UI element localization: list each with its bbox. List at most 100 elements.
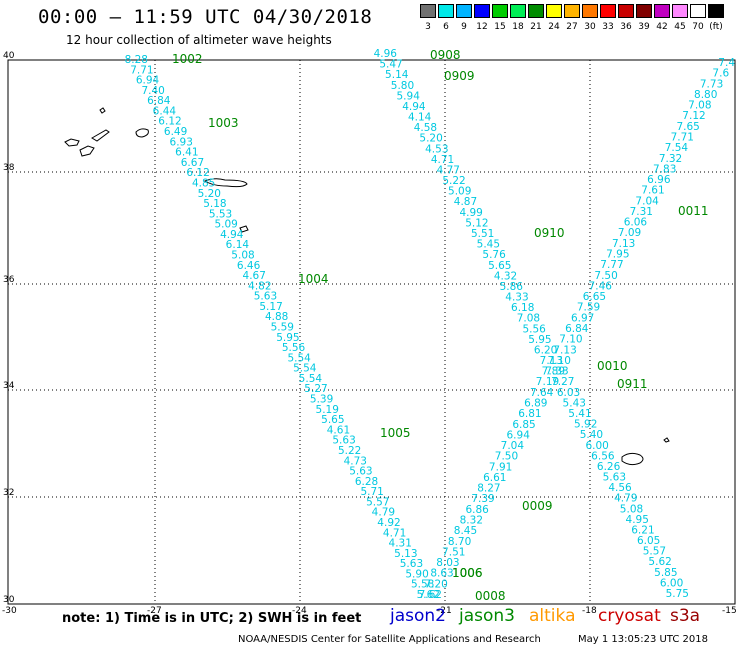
wave-height-value: 5.17 <box>259 301 282 313</box>
wave-height-value: 5.85 <box>654 567 677 579</box>
wave-height-value: 5.54 <box>299 373 323 385</box>
wave-height-value: 6.21 <box>631 524 654 536</box>
lat-label: 38 <box>3 163 15 173</box>
wave-height-value: 6.20 <box>534 344 557 356</box>
track-time-label: 0010 <box>597 359 628 373</box>
legend-label: 36 <box>620 22 632 32</box>
legend-swatch <box>672 4 688 18</box>
wave-height-value: 6.28 <box>355 476 378 488</box>
legend-label: 3 <box>425 22 431 32</box>
altimeter-tracks: 8.287.716.947.406.846.446.126.496.936.41… <box>125 48 736 603</box>
wave-height-value: 4.71 <box>431 154 454 166</box>
wave-height-value: 7.13 <box>612 238 635 250</box>
legend-label: 9 <box>461 22 467 32</box>
wave-height-value: 5.76 <box>482 249 506 261</box>
legend-label: 24 <box>548 22 560 32</box>
wave-height-value: 5.08 <box>620 503 643 515</box>
island <box>99 107 106 114</box>
wave-height-value: 6.06 <box>624 217 648 229</box>
wave-height-value: 7.09 <box>618 227 641 239</box>
wave-height-value: 7.65 <box>676 121 699 133</box>
island <box>239 225 249 233</box>
wave-height-value: 6.96 <box>647 174 671 186</box>
wave-height-value: 7.73 <box>700 78 723 90</box>
track-time-label: 0011 <box>678 204 709 218</box>
legend-swatch <box>618 4 634 18</box>
legend-swatch <box>420 4 436 18</box>
wave-height-value: 5.39 <box>310 394 333 406</box>
wave-height-value: 7.08 <box>688 100 711 112</box>
wave-height-value: 5.62 <box>648 556 671 568</box>
lon-label: -18 <box>582 606 597 616</box>
wave-height-value: 7.59 <box>577 302 600 314</box>
wave-height-value: 4.73 <box>344 455 367 467</box>
legend-label: (ft) <box>709 22 723 32</box>
wave-height-value: 7.10 <box>548 355 571 367</box>
wave-height-value: 4.79 <box>372 507 395 519</box>
wave-height-value: 7.62 <box>419 589 442 601</box>
legend-swatch <box>492 4 508 18</box>
wave-height-value: 7.39 <box>471 493 494 505</box>
wave-height-value: 5.41 <box>568 408 591 420</box>
legend-swatch <box>510 4 526 18</box>
legend-label: 18 <box>512 22 524 32</box>
track-time-label: 1006 <box>452 566 483 580</box>
wave-height-value: 5.09 <box>214 219 237 231</box>
wave-height-value: 6.85 <box>512 419 535 431</box>
wave-height-value: 5.56 <box>522 323 546 335</box>
wave-height-value: 6.56 <box>591 450 615 462</box>
track-time-label: 1004 <box>298 272 329 286</box>
wave-height-value: 5.92 <box>574 419 597 431</box>
legend-label: 33 <box>602 22 614 32</box>
wave-height-value: 6.93 <box>170 136 193 148</box>
wave-height-value: 7.33 <box>545 366 568 378</box>
legend-label: 45 <box>674 22 686 32</box>
wave-height-value: 7.4 <box>718 57 735 69</box>
lat-label: 32 <box>3 488 14 498</box>
legend-label: 70 <box>692 22 704 32</box>
satellite-name: altika <box>529 606 576 626</box>
track-time-label: 0009 <box>522 499 553 513</box>
wave-height-value: 5.54 <box>287 352 311 364</box>
wave-height-value: 7.50 <box>495 451 518 463</box>
wave-height-value: 5.57 <box>366 496 389 508</box>
lat-label: 40 <box>3 51 15 61</box>
wave-height-value: 7.46 <box>589 280 613 292</box>
satellite-name: s3a <box>670 606 701 626</box>
wave-height-value: 5.20 <box>198 188 221 200</box>
satellite-name: cryosat <box>598 606 661 626</box>
wave-height-value: 4.67 <box>243 270 266 282</box>
wave-height-value: 6.05 <box>637 535 660 547</box>
island <box>135 128 149 138</box>
wave-height-value: 7.04 <box>635 195 659 207</box>
wave-height-value: 6.00 <box>660 577 683 589</box>
wave-height-value: 7.10 <box>559 334 582 346</box>
legend-swatch <box>690 4 706 18</box>
track-time-label: 1005 <box>380 426 411 440</box>
legend-swatch <box>474 4 490 18</box>
wave-height-value: 6.67 <box>181 157 204 169</box>
wave-height-value: 7.04 <box>501 440 525 452</box>
wave-height-value: 7.20 <box>424 578 447 590</box>
lon-label: -30 <box>2 606 17 616</box>
wave-height-value: 8.32 <box>460 515 483 527</box>
wave-height-value: 7.50 <box>594 270 617 282</box>
lon-label: -27 <box>147 606 162 616</box>
wave-height-value: 8.63 <box>430 568 453 580</box>
island <box>79 145 95 157</box>
wave-height-value: 5.51 <box>471 228 494 240</box>
wave-height-value: 7.71 <box>671 131 694 143</box>
wave-height-value: 5.95 <box>276 332 299 344</box>
wave-height-value: 5.09 <box>448 186 471 198</box>
wave-height-value: 4.82 <box>248 280 271 292</box>
wave-height-value: 5.27 <box>304 383 327 395</box>
legend-label: 30 <box>584 22 596 32</box>
map-title: 00:00 – 11:59 UTC 04/30/2018 <box>38 6 373 28</box>
wave-height-value: 6.94 <box>136 75 160 87</box>
legend-swatch <box>708 4 724 18</box>
satellite-name: jason3 <box>459 606 515 626</box>
wave-height-value: 6.18 <box>511 302 534 314</box>
footer-note: note: 1) Time is in UTC; 2) SWH is in fe… <box>62 611 362 626</box>
wave-height-value: 7.54 <box>665 142 689 154</box>
wave-height-value: 5.19 <box>316 404 339 416</box>
